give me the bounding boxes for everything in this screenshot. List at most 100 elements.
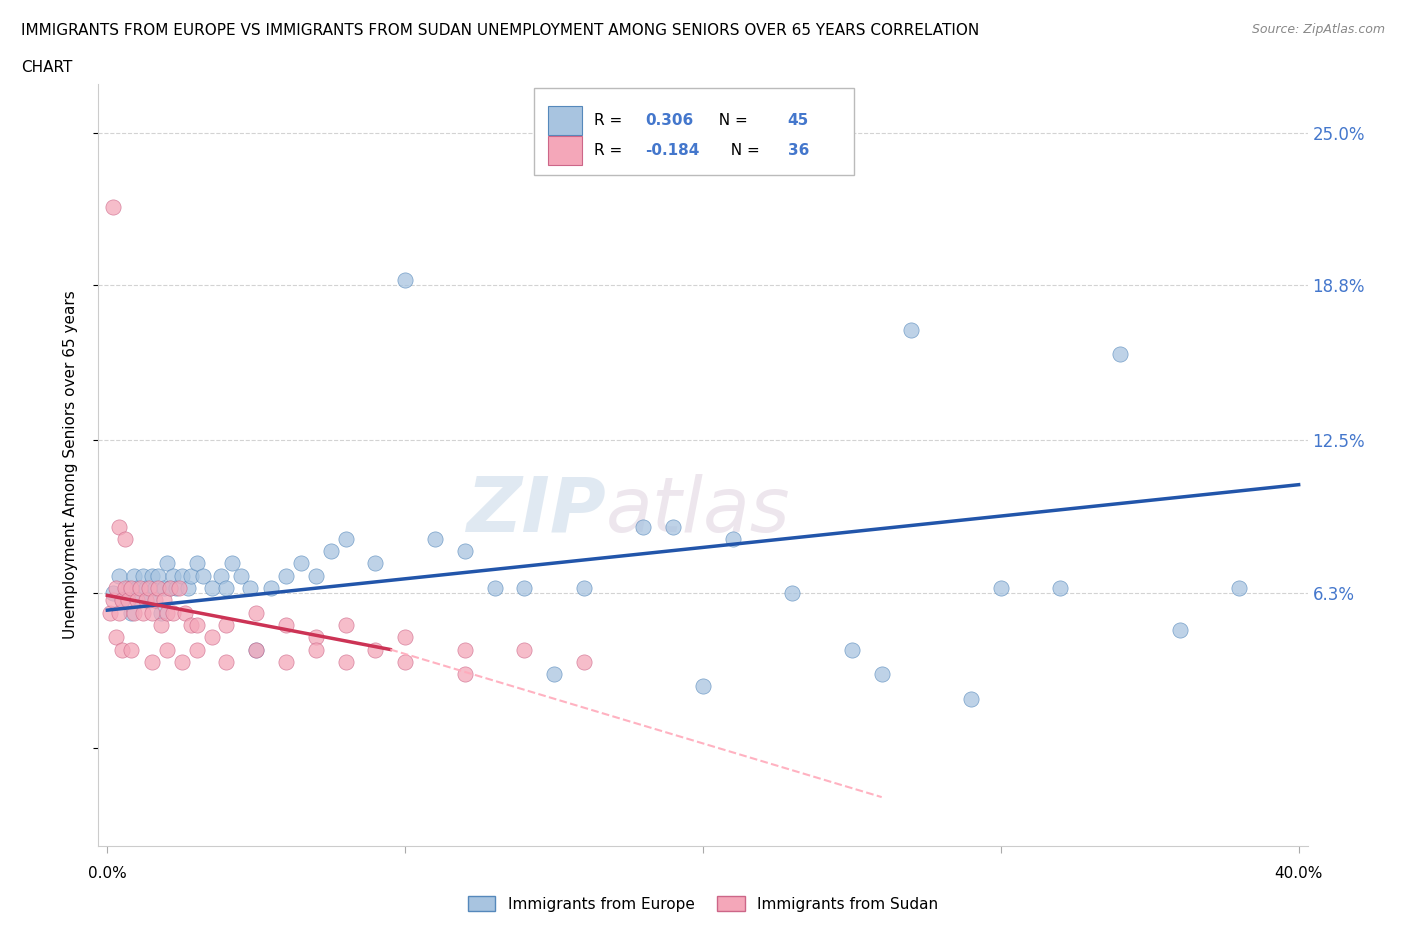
Point xyxy=(290,556,312,571)
Point xyxy=(305,568,328,583)
Text: 40.0%: 40.0% xyxy=(1274,866,1323,881)
Point xyxy=(167,580,190,595)
Point xyxy=(149,618,172,632)
Point xyxy=(394,655,416,670)
Point xyxy=(153,580,176,595)
Y-axis label: Unemployment Among Seniors over 65 years: Unemployment Among Seniors over 65 years xyxy=(63,291,77,640)
Point xyxy=(186,556,208,571)
Point xyxy=(98,605,121,620)
Point xyxy=(274,568,297,583)
Point xyxy=(200,580,222,595)
Point xyxy=(138,592,160,607)
Point xyxy=(129,592,152,607)
Point xyxy=(274,618,297,632)
Point xyxy=(186,642,208,657)
Point xyxy=(122,568,145,583)
Point xyxy=(105,580,128,595)
Point xyxy=(135,580,157,595)
Point xyxy=(149,605,172,620)
Point xyxy=(146,580,169,595)
Point xyxy=(1227,580,1250,595)
Point xyxy=(117,592,139,607)
Point xyxy=(200,630,222,644)
Point xyxy=(221,556,243,571)
Point xyxy=(782,586,804,601)
Point xyxy=(394,273,416,288)
Point xyxy=(960,691,983,706)
Point xyxy=(103,199,125,214)
Point xyxy=(111,592,134,607)
Text: N =: N = xyxy=(709,113,752,128)
Point xyxy=(108,605,131,620)
Text: 0.306: 0.306 xyxy=(645,113,693,128)
Point xyxy=(513,580,536,595)
Point xyxy=(543,667,565,682)
Point xyxy=(572,655,595,670)
Bar xyxy=(548,136,582,166)
Point xyxy=(239,580,262,595)
Point xyxy=(132,568,155,583)
Point xyxy=(170,568,193,583)
Point xyxy=(153,592,176,607)
Point xyxy=(231,568,253,583)
Point xyxy=(215,618,238,632)
Point xyxy=(1168,622,1191,637)
Text: ZIP: ZIP xyxy=(467,473,606,548)
Point xyxy=(180,618,202,632)
Point xyxy=(120,642,142,657)
Point xyxy=(129,580,152,595)
Point xyxy=(143,592,166,607)
Point xyxy=(114,531,136,546)
Point xyxy=(186,618,208,632)
Point xyxy=(159,580,181,595)
Point xyxy=(105,630,128,644)
Point xyxy=(135,592,157,607)
Point xyxy=(127,592,149,607)
Point xyxy=(841,642,863,657)
Point xyxy=(165,580,187,595)
Point xyxy=(159,580,181,595)
Point xyxy=(215,580,238,595)
Point xyxy=(990,580,1012,595)
Bar xyxy=(548,106,582,136)
Point xyxy=(120,580,142,595)
Point xyxy=(274,655,297,670)
Point xyxy=(513,642,536,657)
Point xyxy=(170,655,193,670)
Point xyxy=(111,642,134,657)
Point xyxy=(141,568,163,583)
Text: 45: 45 xyxy=(787,113,808,128)
Point xyxy=(209,568,232,583)
Text: -0.184: -0.184 xyxy=(645,143,699,158)
Point xyxy=(335,531,357,546)
Point xyxy=(305,642,328,657)
Point xyxy=(454,642,477,657)
Point xyxy=(721,531,744,546)
Text: R =: R = xyxy=(595,143,627,158)
Point xyxy=(364,556,387,571)
Point xyxy=(572,580,595,595)
Text: 36: 36 xyxy=(787,143,808,158)
Point xyxy=(180,568,202,583)
Point xyxy=(245,642,267,657)
Point xyxy=(900,323,922,338)
Point xyxy=(132,605,155,620)
Point xyxy=(122,605,145,620)
Text: Source: ZipAtlas.com: Source: ZipAtlas.com xyxy=(1251,23,1385,36)
Point xyxy=(143,580,166,595)
Legend: Immigrants from Europe, Immigrants from Sudan: Immigrants from Europe, Immigrants from … xyxy=(461,890,945,918)
Text: atlas: atlas xyxy=(606,473,790,548)
Bar xyxy=(534,87,855,175)
Point xyxy=(162,605,184,620)
Point xyxy=(364,642,387,657)
Point xyxy=(245,605,267,620)
Point xyxy=(215,655,238,670)
Text: N =: N = xyxy=(721,143,765,158)
Point xyxy=(633,519,655,534)
Point xyxy=(394,630,416,644)
Point xyxy=(870,667,893,682)
Point xyxy=(108,519,131,534)
Text: 0.0%: 0.0% xyxy=(89,866,127,881)
Point xyxy=(454,667,477,682)
Point xyxy=(156,642,179,657)
